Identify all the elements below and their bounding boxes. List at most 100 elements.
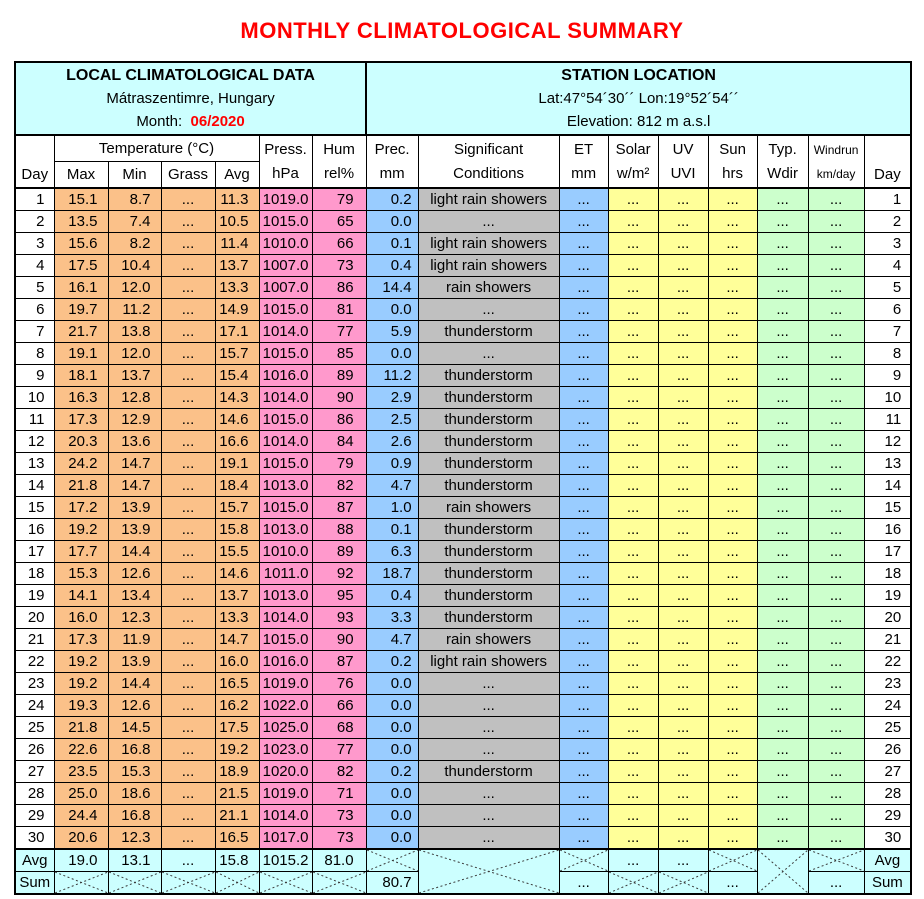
temp-grass-cell: ... (160, 606, 216, 629)
day-cell: 19 (14, 584, 55, 607)
conditions-cell: thunderstorm (417, 518, 560, 541)
et-cell: ... (558, 210, 609, 233)
day-cell: 10 (14, 386, 55, 409)
solar-cell: ... (607, 408, 659, 431)
precip-cell: 2.6 (365, 430, 419, 453)
day-cell: 6 (14, 298, 55, 321)
et-cell: ... (558, 584, 609, 607)
day-cell: 2 (14, 210, 55, 233)
precip-cell: 2.5 (365, 408, 419, 431)
temp-max-cell: 18.1 (53, 364, 109, 387)
windrun-cell: ... (807, 672, 865, 695)
sun-cell: ... (707, 408, 758, 431)
et-cell: ... (558, 232, 609, 255)
temp-max-cell: 20.3 (53, 430, 109, 453)
temp-min-cell: 8.7 (107, 187, 162, 211)
day-cell: 21 (14, 628, 55, 651)
month-label: Month: (136, 113, 183, 130)
temp-min-cell: 12.3 (107, 826, 162, 850)
avg-temp-max: 19.0 (53, 848, 109, 872)
wdir-cell: ... (756, 254, 809, 277)
et-cell: ... (558, 562, 609, 585)
temp-grass-cell: ... (160, 474, 216, 497)
windrun-cell: ... (807, 804, 865, 827)
sun-cell: ... (707, 562, 758, 585)
solar-cell: ... (607, 430, 659, 453)
crossed-out-marker (216, 872, 258, 893)
conditions-cell: thunderstorm (417, 364, 560, 387)
table-row: 4 17.5 10.4... 13.7 1007.0 73 0.4 light rain sh… (14, 254, 912, 277)
pressure-cell: 1007.0 (258, 254, 313, 277)
humidity-cell: 88 (311, 518, 367, 541)
day-cell: 3 (863, 232, 912, 255)
wdir-cell: ... (756, 540, 809, 563)
temp-grass-cell: ... (160, 628, 216, 651)
temp-grass-cell: ... (160, 672, 216, 695)
day-cell: 1 (14, 187, 55, 211)
table-row: 11 17.3 12.9... 14.6 1015.0 86 2.5 thunderstorm… (14, 408, 912, 431)
temp-max-cell: 13.5 (53, 210, 109, 233)
temp-grass-cell: ... (160, 342, 216, 365)
day-cell: 9 (863, 364, 912, 387)
humidity-cell: 90 (311, 628, 367, 651)
temp-avg-cell: 13.3 (214, 276, 260, 299)
col-header-temp-max: Max (53, 161, 109, 189)
temp-grass-cell: ... (160, 320, 216, 343)
windrun-cell: ... (807, 187, 865, 211)
windrun-cell: ... (807, 518, 865, 541)
solar-cell: ... (607, 694, 659, 717)
humidity-cell: 89 (311, 364, 367, 387)
day-cell: 5 (14, 276, 55, 299)
sun-cell: ... (707, 804, 758, 827)
temp-min-cell: 13.9 (107, 496, 162, 519)
avg-row: Avg 19.0 13.1 ... 15.8 1015.2 81.0 ... .… (14, 848, 912, 895)
pressure-cell: 1015.0 (258, 342, 313, 365)
humidity-cell: 86 (311, 276, 367, 299)
humidity-cell: 73 (311, 826, 367, 850)
humidity-cell: 77 (311, 738, 367, 761)
et-cell: ... (558, 386, 609, 409)
temp-grass-cell: ... (160, 232, 216, 255)
et-cell: ... (558, 408, 609, 431)
agg-conditions-crossed (417, 848, 560, 895)
conditions-cell: ... (417, 210, 560, 233)
solar-cell: ... (607, 628, 659, 651)
solar-cell: ... (607, 804, 659, 827)
uv-cell: ... (657, 452, 709, 475)
wdir-cell: ... (756, 452, 809, 475)
temp-grass-cell: ... (160, 187, 216, 211)
solar-cell: ... (607, 364, 659, 387)
conditions-cell: rain showers (417, 628, 560, 651)
pressure-cell: 1010.0 (258, 232, 313, 255)
precip-cell: 0.2 (365, 760, 419, 783)
table-row: 20 16.0 12.3... 13.3 1014.0 93 3.3 thunderstorm… (14, 606, 912, 629)
pressure-cell: 1015.0 (258, 210, 313, 233)
latlon-text: Lat:47°54´30´´ Lon:19°52´54´´ (538, 90, 739, 107)
temp-min-cell: 13.9 (107, 518, 162, 541)
sum-solar-crossed (607, 871, 659, 895)
windrun-cell: ... (807, 540, 865, 563)
temp-max-cell: 21.8 (53, 716, 109, 739)
temp-min-cell: 13.8 (107, 320, 162, 343)
agg-wdir-crossed (756, 848, 809, 895)
avg-label-right: Avg (863, 848, 912, 872)
table-row: 9 18.1 13.7... 15.4 1016.0 89 11.2 thunderstorm… (14, 364, 912, 387)
windrun-cell: ... (807, 782, 865, 805)
avg-temp-min: 13.1 (107, 848, 162, 872)
et-cell: ... (558, 496, 609, 519)
table-row: 28 25.0 18.6... 21.5 1019.0 71 0.0............… (14, 782, 912, 805)
day-cell: 30 (863, 826, 912, 850)
conditions-cell: ... (417, 826, 560, 850)
conditions-cell: thunderstorm (417, 584, 560, 607)
pressure-cell: 1014.0 (258, 430, 313, 453)
day-cell: 16 (863, 518, 912, 541)
pressure-cell: 1014.0 (258, 320, 313, 343)
uv-cell: ... (657, 650, 709, 673)
wdir-cell: ... (756, 606, 809, 629)
temp-avg-cell: 13.3 (214, 606, 260, 629)
pressure-cell: 1014.0 (258, 386, 313, 409)
temp-avg-cell: 16.2 (214, 694, 260, 717)
table-row: 18 15.3 12.6... 14.6 1011.0 92 18.7 thunderstor… (14, 562, 912, 585)
et-cell: ... (558, 628, 609, 651)
col-header-windrun: Windrun km/day (807, 134, 865, 189)
